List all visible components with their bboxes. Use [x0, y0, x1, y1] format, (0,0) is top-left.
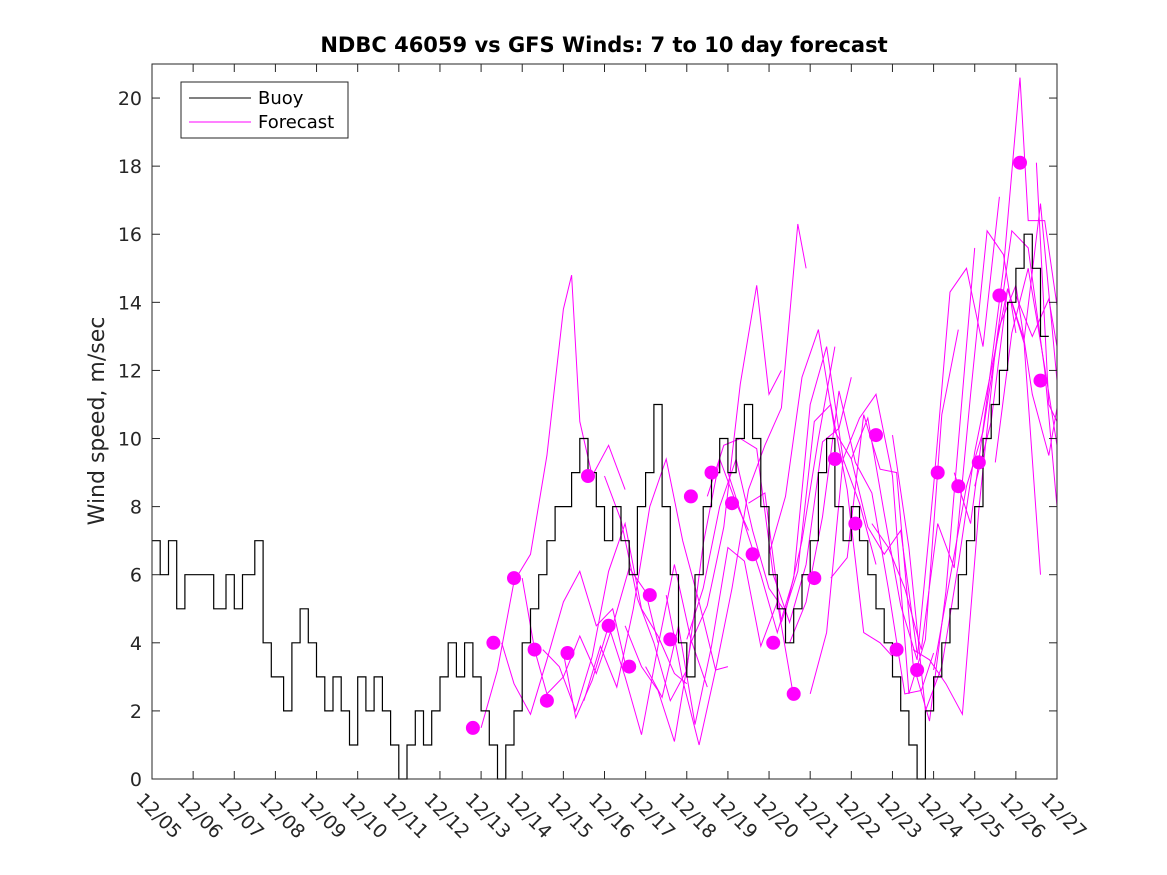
y-tick-label: 10	[118, 429, 142, 451]
buoy-line	[152, 233, 1049, 780]
forecast-marker	[527, 642, 542, 657]
forecast-run-line	[850, 196, 1000, 660]
forecast-marker	[827, 452, 842, 466]
y-tick-label: 6	[130, 565, 142, 587]
chart-title: NDBC 46059 vs GFS Winds: 7 to 10 day for…	[320, 33, 887, 57]
forecast-marker	[910, 663, 925, 677]
forecast-run-line	[624, 285, 782, 742]
forecast-marker	[930, 465, 945, 480]
forecast-run-line	[686, 346, 836, 640]
y-tick-label: 20	[118, 88, 142, 110]
forecast-marker	[465, 720, 480, 735]
forecast-marker	[745, 547, 760, 562]
forecast-marker	[507, 571, 521, 586]
forecast-marker	[1033, 373, 1048, 388]
forecast-run-line	[645, 546, 795, 725]
forecast-marker	[622, 659, 637, 674]
forecast-run-line	[583, 457, 729, 701]
forecast-marker	[786, 686, 801, 701]
forecast-marker	[704, 465, 719, 480]
y-tick-label: 16	[118, 224, 142, 246]
forecast-run-line	[665, 223, 807, 746]
forecast-run-line	[521, 566, 659, 695]
y-tick-label: 8	[130, 497, 142, 519]
legend-box	[180, 81, 349, 139]
forecast-run-line	[974, 203, 1058, 487]
legend: Buoy Forecast	[180, 81, 349, 139]
forecast-marker	[539, 693, 554, 708]
forecast-marker	[560, 646, 575, 660]
forecast-marker	[486, 635, 501, 650]
forecast-marker	[663, 632, 678, 647]
y-tick-label: 14	[118, 292, 142, 314]
forecast-marker	[951, 479, 966, 494]
forecast-run-line	[480, 274, 626, 729]
forecast-marker	[642, 588, 657, 603]
forecast-run-line	[706, 377, 852, 625]
forecast-marker	[683, 489, 698, 504]
forecast-run-line	[871, 229, 1017, 650]
forecast-run-line	[933, 283, 1058, 671]
forecast-marker	[971, 455, 986, 470]
forecast-run-line	[994, 268, 1058, 463]
forecast-marker	[848, 516, 863, 531]
forecast-marker	[1013, 155, 1027, 170]
y-tick-label: 0	[130, 769, 142, 791]
y-axis-label: Wind speed, m/sec	[85, 317, 110, 526]
forecast-marker	[889, 642, 904, 657]
legend-forecast-label: Forecast	[258, 112, 334, 133]
y-tick-label: 4	[130, 633, 142, 655]
forecast-marker	[581, 469, 595, 483]
forecast-marker	[807, 571, 822, 586]
forecast-run-line	[789, 390, 935, 695]
forecast-marker	[992, 288, 1007, 303]
forecast-run-line	[542, 521, 688, 713]
forecast-marker	[601, 618, 616, 633]
y-tick-label: 12	[118, 360, 142, 382]
y-tick-label: 2	[130, 701, 142, 723]
forecast-marker	[766, 635, 781, 650]
forecast-marker	[869, 428, 883, 443]
forecast-run-line	[1035, 162, 1058, 422]
forecast-run-line	[501, 569, 626, 716]
forecast-run-line	[912, 229, 1058, 717]
y-tick-label: 18	[118, 156, 142, 178]
forecast-run-line	[748, 403, 893, 657]
forecast-marker	[725, 496, 739, 511]
forecast-run-line	[809, 329, 959, 695]
legend-buoy-label: Buoy	[258, 88, 304, 109]
forecast-run-line	[768, 329, 918, 654]
forecast-run-line	[830, 247, 976, 722]
